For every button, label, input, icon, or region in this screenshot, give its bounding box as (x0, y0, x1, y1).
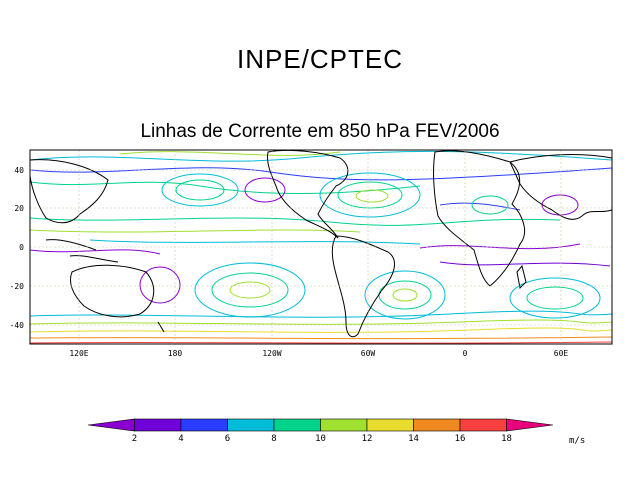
colorbar-swatch (273, 418, 321, 432)
colorbar-swatch (506, 418, 554, 432)
y-tick-label: -20 (10, 282, 25, 291)
y-tick-label: 20 (14, 204, 24, 213)
colorbar-label: 8 (271, 434, 276, 444)
colorbar-swatch (459, 418, 507, 432)
y-tick-label: 40 (14, 166, 24, 175)
streamlines (29, 150, 613, 344)
colorbar-unit: m/s (569, 436, 585, 446)
colorbar-swatch (366, 418, 414, 432)
colorbar-swatch (320, 418, 368, 432)
colorbar-swatch (87, 418, 135, 432)
x-axis-labels: 120E 180 120W 60W 0 60E (69, 349, 568, 358)
colorbar-swatch (227, 418, 275, 432)
colorbar-label: 4 (178, 434, 183, 444)
colorbar-label: 10 (315, 434, 326, 444)
y-tick-label: -40 (10, 321, 25, 330)
x-tick-label: 60W (361, 349, 376, 358)
colorbar-swatch (134, 418, 182, 432)
x-tick-label: 120E (69, 349, 88, 358)
x-tick-label: 0 (463, 349, 468, 358)
colorbar: 2 4 6 8 10 12 14 16 18 (87, 418, 554, 444)
y-axis-labels: 40 20 0 -20 -40 (10, 166, 25, 330)
map-subtitle: Linhas de Corrente em 850 hPa FEV/2006 (140, 121, 500, 142)
colorbar-label: 6 (225, 434, 230, 444)
colorbar-label: 16 (455, 434, 466, 444)
colorbar-label: 14 (408, 434, 419, 444)
x-tick-label: 120W (262, 349, 281, 358)
y-tick-label: 0 (19, 243, 24, 252)
page-title: INPE/CPTEC (236, 44, 404, 74)
grid (30, 150, 612, 344)
map-frame (29, 149, 613, 345)
colorbar-label: 2 (132, 434, 137, 444)
colorbar-swatch (413, 418, 461, 432)
x-tick-label: 60E (554, 349, 569, 358)
colorbar-label: 18 (501, 434, 512, 444)
x-tick-label: 180 (168, 349, 183, 358)
colorbar-label: 12 (362, 434, 373, 444)
coastlines (29, 149, 613, 338)
colorbar-swatch (180, 418, 228, 432)
